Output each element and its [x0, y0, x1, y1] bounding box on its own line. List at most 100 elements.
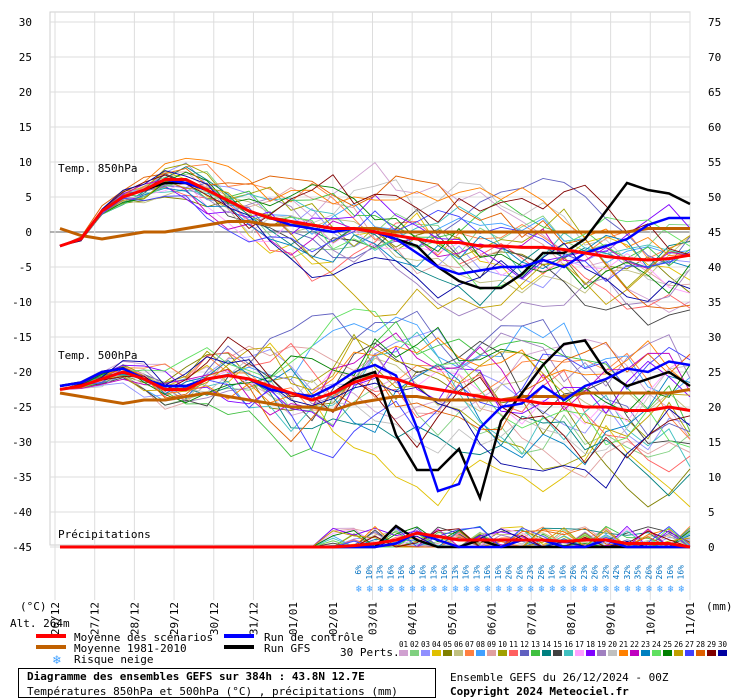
- perturbation-swatch: [410, 650, 419, 656]
- perturbations-label: 30 Perts.: [340, 646, 400, 659]
- series-line-t500: [59, 370, 691, 412]
- right-tick-label: 15: [708, 436, 721, 449]
- snow-risk-value: 13%: [451, 565, 460, 580]
- perturbation-id: 25: [663, 640, 672, 649]
- right-tick-label: 30: [708, 331, 721, 344]
- right-tick-label: 25: [708, 366, 721, 379]
- snow-risk-value: 13%: [429, 565, 438, 580]
- main-series: [59, 178, 691, 549]
- left-tick-label: 10: [19, 156, 32, 169]
- right-tick-label: 70: [708, 51, 721, 64]
- legend-swatch-mean: [36, 634, 66, 638]
- snow-risk-row: 6%❄10%❄13%❄16%❄16%❄6%❄16%❄13%❄16%❄13%❄16…: [354, 565, 686, 595]
- perturbation-id: 04: [432, 640, 442, 649]
- perturbation-id: 09: [487, 640, 496, 649]
- snowflake-icon: ❄: [668, 584, 675, 595]
- perturbation-id: 14: [542, 640, 552, 649]
- snow-risk-value: 16%: [419, 565, 428, 580]
- snow-risk-value: 16%: [386, 565, 395, 580]
- perturbation-swatch: [630, 650, 639, 656]
- perturbation-swatch: [652, 650, 661, 656]
- snow-risk-value: 6%: [408, 565, 417, 575]
- perturbation-id: 28: [696, 640, 706, 649]
- perturbation-swatch: [718, 650, 727, 656]
- snow-risk-value: 35%: [634, 565, 643, 580]
- member-line-t850: [59, 186, 691, 310]
- snowflake-icon: ❄: [453, 584, 460, 595]
- x-tick-label: 01/01: [287, 602, 300, 635]
- perturbation-swatch: [553, 650, 562, 656]
- precip-panel-label: Précipitations: [58, 528, 151, 541]
- perturbation-swatch: [663, 650, 672, 656]
- series-line-t500: [59, 388, 691, 413]
- member-line-t850: [59, 195, 691, 283]
- left-tick-label: 15: [19, 121, 32, 134]
- x-tick-label: 27/12: [89, 602, 102, 635]
- snowflake-icon: ❄: [507, 584, 514, 595]
- snow-risk-value: 26%: [644, 565, 653, 580]
- member-line-t850: [59, 179, 691, 290]
- x-tick-label: 02/01: [327, 602, 340, 635]
- t500-panel-label: Temp. 500hPa: [58, 349, 137, 362]
- right-tick-label: 0: [708, 541, 715, 554]
- x-tick-label: 31/12: [247, 602, 260, 635]
- perturbation-id: 13: [531, 640, 540, 649]
- left-tick-label: -20: [12, 366, 32, 379]
- snow-risk-value: 16%: [677, 565, 686, 580]
- perturbation-swatch: [465, 650, 474, 656]
- x-tick-label: 26/12: [49, 602, 62, 635]
- left-tick-label: 25: [19, 51, 32, 64]
- perturbation-swatch: [696, 650, 705, 656]
- snow-risk-value: 16%: [494, 565, 503, 580]
- x-tick-label: 30/12: [208, 602, 221, 635]
- snowflake-icon: ❄: [657, 584, 664, 595]
- x-tick-label: 11/01: [684, 602, 697, 635]
- perturbation-swatch: [685, 650, 694, 656]
- left-tick-label: -5: [19, 261, 32, 274]
- title-box: Diagramme des ensembles GEFS sur 384h : …: [18, 668, 436, 698]
- perturbation-id: 26: [674, 640, 684, 649]
- snowflake-icon: ❄: [442, 584, 449, 595]
- member-line-t850: [59, 189, 691, 275]
- snowflake-icon: ❄: [474, 584, 481, 595]
- series-line-t850: [59, 220, 690, 241]
- series-line-t500: [59, 360, 691, 493]
- member-line-t500: [59, 360, 691, 466]
- legend-label-snow: Risque neige: [74, 653, 153, 666]
- perturbation-swatch: [454, 650, 463, 656]
- snowflake-icon: ❄: [636, 584, 643, 595]
- x-tick-label: 07/01: [525, 602, 538, 635]
- perturbation-id: 30: [718, 640, 728, 649]
- member-line-t500: [59, 308, 691, 448]
- perturbation-swatch: [564, 650, 573, 656]
- left-tick-label: -10: [12, 296, 32, 309]
- snowflake-icon: ❄: [356, 584, 363, 595]
- legend-label-control: Run de contrôle: [264, 631, 363, 644]
- right-tick-label: 20: [708, 401, 721, 414]
- x-tick-label: 04/01: [406, 602, 419, 635]
- left-tick-label: 0: [25, 226, 32, 239]
- perturbation-swatch: [443, 650, 452, 656]
- perturbation-id: 20: [608, 640, 618, 649]
- perturbation-id: 06: [454, 640, 464, 649]
- right-tick-label: 55: [708, 156, 721, 169]
- perturbation-id: 21: [619, 640, 628, 649]
- legend-swatch-climate: [36, 645, 66, 649]
- snowflake-icon: ❄: [367, 584, 374, 595]
- perturbation-id: 10: [498, 640, 508, 649]
- x-tick-label: 03/01: [367, 602, 380, 635]
- chart-subtitle: Températures 850hPa et 500hPa (°C) , pré…: [27, 685, 398, 698]
- snow-risk-value: 13%: [472, 565, 481, 580]
- x-tick-label: 09/01: [605, 602, 618, 635]
- perturbation-swatch: [608, 650, 617, 656]
- snowflake-icon: ❄: [571, 584, 578, 595]
- member-line-t500: [59, 342, 691, 473]
- perturbation-id: 08: [476, 640, 486, 649]
- perturbation-swatch: [498, 650, 507, 656]
- run-info: Ensemble GEFS du 26/12/2024 - 00Z: [450, 671, 669, 684]
- snowflake-icon: ❄: [52, 653, 61, 668]
- perturbation-id: 01: [399, 640, 408, 649]
- chart-grid: [49, 11, 691, 600]
- snow-risk-value: 23%: [526, 565, 535, 580]
- right-tick-label: 10: [708, 471, 721, 484]
